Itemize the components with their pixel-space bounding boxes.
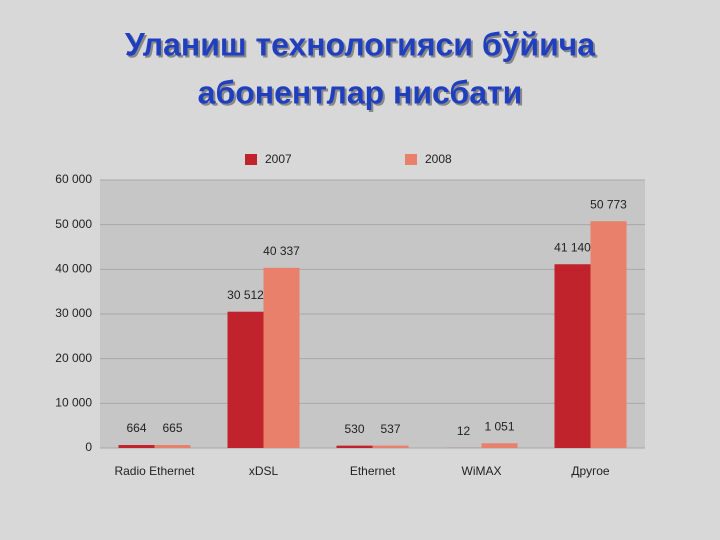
bar <box>263 267 300 448</box>
value-label: 664 <box>126 421 146 435</box>
x-tick-label: Другое <box>571 464 609 478</box>
legend-label: 2007 <box>265 152 292 166</box>
y-tick-label: 20 000 <box>55 351 92 365</box>
chart-title: абонентлар нисбати <box>198 74 523 110</box>
title-shadow: абонентлар нисбати <box>200 76 525 112</box>
x-tick-label: Radio Ethernet <box>114 464 195 478</box>
y-tick-label: 40 000 <box>55 262 92 276</box>
bar <box>118 445 155 448</box>
value-label: 30 512 <box>227 288 264 302</box>
value-label: 530 <box>344 422 364 436</box>
value-label: 12 <box>457 424 471 438</box>
value-label: 537 <box>380 422 400 436</box>
legend-label: 2008 <box>425 152 452 166</box>
bar <box>154 445 191 448</box>
title-shadow: Уланиш технологияси бўйича <box>127 28 597 64</box>
y-tick-label: 60 000 <box>55 172 92 186</box>
bar <box>336 445 373 448</box>
chart-title: Уланиш технологияси бўйича <box>125 26 595 62</box>
x-tick-label: WiMAX <box>462 464 502 478</box>
y-tick-label: 50 000 <box>55 217 92 231</box>
x-tick-label: Ethernet <box>350 464 396 478</box>
value-label: 41 140 <box>554 240 591 254</box>
value-label: 40 337 <box>263 244 300 258</box>
bar <box>481 443 518 448</box>
bar <box>227 311 264 448</box>
value-label: 665 <box>162 421 182 435</box>
value-label: 1 051 <box>484 419 514 433</box>
bar <box>372 445 409 448</box>
y-tick-label: 10 000 <box>55 396 92 410</box>
y-tick-label: 0 <box>85 440 92 454</box>
bar <box>590 221 627 448</box>
x-tick-label: xDSL <box>249 464 279 478</box>
bar <box>554 264 591 448</box>
value-label: 50 773 <box>590 197 627 211</box>
legend-swatch <box>405 154 417 165</box>
y-tick-label: 30 000 <box>55 306 92 320</box>
legend-swatch <box>245 154 257 165</box>
